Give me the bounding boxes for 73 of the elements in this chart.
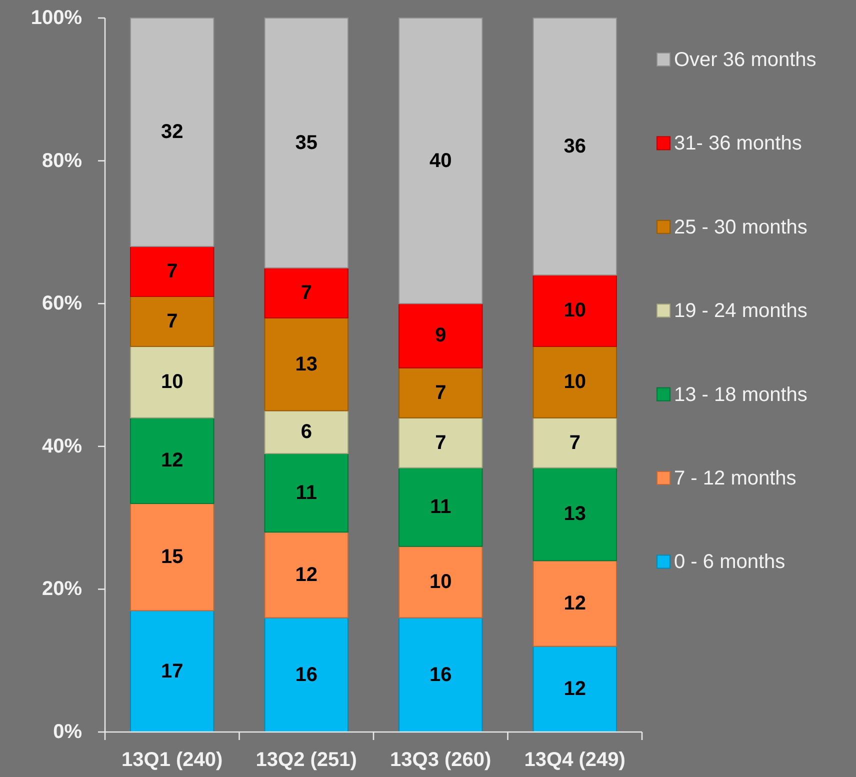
data-label: 17	[161, 660, 184, 682]
bar	[264, 410, 348, 454]
data-label: 10	[161, 371, 184, 394]
bar	[398, 467, 483, 547]
legend-label: 7 - 12 months	[674, 468, 796, 490]
bar	[532, 346, 617, 418]
data-label: 11	[296, 482, 317, 504]
data-label: 12	[564, 592, 586, 614]
data-label: 7	[166, 310, 178, 332]
bar	[398, 546, 483, 618]
data-label: 7	[569, 432, 580, 454]
data-label: 16	[295, 664, 318, 686]
legend-label: Over 36 months	[674, 49, 816, 71]
bar	[130, 346, 214, 418]
legend-label: 31- 36 months	[674, 132, 802, 155]
bar	[264, 317, 348, 412]
data-label: 13	[295, 353, 318, 376]
bar	[130, 503, 214, 612]
data-label: 7	[166, 260, 178, 282]
data-label: 15	[161, 546, 184, 568]
bar	[532, 417, 617, 468]
data-label: 12	[564, 678, 586, 700]
data-label: 35	[295, 132, 318, 154]
bar	[130, 246, 214, 297]
data-label: 7	[435, 382, 446, 404]
bar	[532, 467, 617, 562]
legend-label: 0 - 6 months	[674, 551, 786, 574]
x-tick-label: 13Q1 (240)	[122, 749, 223, 771]
bar	[264, 453, 348, 533]
legend-label: 25 - 30 months	[674, 216, 808, 238]
y-tick-label: 20%	[42, 578, 82, 600]
data-label: 9	[435, 324, 446, 347]
data-label: 10	[564, 300, 586, 322]
bar	[398, 417, 483, 468]
data-label: 7	[435, 432, 446, 454]
bar	[532, 646, 617, 732]
bar	[398, 367, 483, 418]
bar	[532, 560, 617, 647]
data-label: 32	[161, 121, 184, 144]
x-tick-label: 13Q2 (251)	[256, 749, 357, 771]
data-label: 12	[295, 564, 318, 586]
bar	[130, 610, 214, 732]
y-tick-label: 0%	[53, 721, 82, 743]
legend-label: 19 - 24 months	[674, 300, 808, 322]
x-tick-label: 13Q4 (249)	[524, 749, 626, 771]
bar	[130, 296, 214, 347]
x-tick-label: 13Q3 (260)	[390, 749, 492, 771]
data-label: 13	[564, 503, 586, 526]
bar	[398, 303, 483, 368]
bar	[264, 617, 348, 732]
y-tick-label: 60%	[42, 292, 82, 315]
data-label: 36	[564, 136, 586, 158]
bar	[130, 18, 214, 247]
data-label: 16	[430, 664, 452, 686]
data-label: 7	[300, 282, 312, 304]
y-tick-label: 40%	[42, 435, 82, 458]
data-label: 12	[161, 450, 184, 472]
y-tick-label: 100%	[30, 7, 82, 29]
bar	[264, 267, 348, 318]
bar	[264, 18, 348, 268]
bar	[532, 18, 617, 276]
bar	[398, 18, 483, 304]
data-label: 10	[430, 571, 452, 594]
bar	[130, 417, 214, 504]
bar	[264, 532, 348, 618]
legend-label: 13 - 18 months	[674, 384, 808, 406]
data-label: 40	[430, 150, 452, 172]
y-tick-label: 80%	[42, 150, 82, 172]
data-label: 6	[300, 421, 312, 444]
data-label: 10	[564, 371, 586, 394]
bar	[398, 617, 483, 732]
data-label: 11	[430, 496, 452, 518]
bar	[532, 274, 617, 347]
